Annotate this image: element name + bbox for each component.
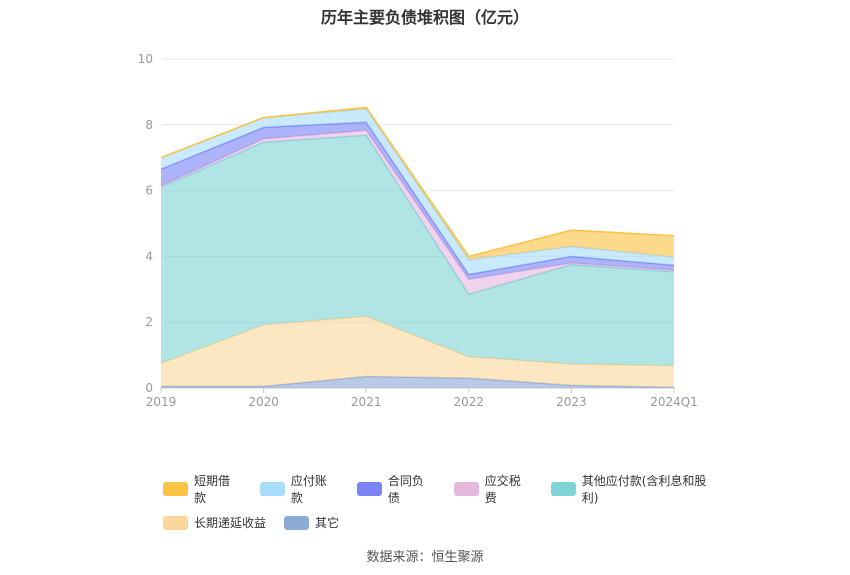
legend-swatch bbox=[284, 515, 310, 530]
legend-item[interactable]: 短期借款 bbox=[163, 472, 242, 506]
legend-swatch bbox=[259, 482, 285, 496]
legend-swatch bbox=[163, 482, 188, 496]
legend-label: 合同负债 bbox=[387, 474, 424, 505]
area-series-3 bbox=[161, 130, 674, 295]
legend-item[interactable]: 长期递延收益 bbox=[163, 514, 266, 531]
y-tick-label: 0 bbox=[145, 381, 153, 395]
legend-label: 长期递延收益 bbox=[194, 516, 267, 530]
area-series-2 bbox=[161, 135, 674, 366]
legend-row: 短期借款 应付账款 合同负债 应交税费 其他应付款(含利息和股利) bbox=[163, 472, 723, 506]
y-tick-label: 8 bbox=[145, 118, 153, 132]
legend-item[interactable]: 其它 bbox=[284, 514, 339, 531]
legend-swatch bbox=[550, 482, 576, 496]
y-tick-label: 10 bbox=[138, 52, 153, 66]
x-tick-label: 2021 bbox=[351, 395, 382, 409]
data-source: 数据来源：恒生聚源 bbox=[366, 550, 484, 565]
chart-title: 历年主要负债堆积图（亿元） bbox=[320, 8, 529, 27]
y-tick-label: 4 bbox=[145, 249, 153, 263]
x-tick-label: 2022 bbox=[454, 395, 485, 409]
legend-item[interactable]: 合同负债 bbox=[356, 472, 436, 506]
legend-item[interactable]: 其他应付款(含利息和股利) bbox=[550, 472, 723, 506]
legend-item[interactable]: 应交税费 bbox=[453, 472, 533, 506]
legend-swatch bbox=[163, 515, 188, 530]
legend-item[interactable]: 应付账款 bbox=[259, 472, 339, 506]
series-line-6 bbox=[160, 106, 675, 258]
legend-label: 其他应付款(含利息和股利) bbox=[581, 474, 707, 505]
y-tick-label: 6 bbox=[145, 184, 153, 198]
x-tick-label: 2019 bbox=[146, 395, 177, 409]
legend: 短期借款 应付账款 合同负债 应交税费 其他应付款(含利息和股利) 长期递延收益 其它 bbox=[163, 472, 723, 539]
legend-label: 应交税费 bbox=[484, 474, 521, 505]
area-series-6 bbox=[161, 107, 674, 260]
x-tick-label: 2024Q1 bbox=[650, 395, 698, 409]
legend-swatch bbox=[453, 482, 479, 496]
area-series-5 bbox=[161, 109, 674, 275]
legend-label: 应付账款 bbox=[290, 474, 327, 505]
legend-swatch bbox=[356, 482, 382, 496]
legend-label: 短期借款 bbox=[193, 474, 230, 505]
area-series-0 bbox=[161, 376, 674, 388]
area-series-1 bbox=[161, 316, 674, 388]
stacked-area-chart: 0 2 4 6 8 10 2019 2020 2021 2022 2023 2024Q1 bbox=[138, 52, 698, 409]
x-tick-label: 2020 bbox=[248, 395, 279, 409]
x-tick-label: 2023 bbox=[556, 395, 587, 409]
legend-label: 其它 bbox=[315, 516, 340, 530]
y-tick-label: 2 bbox=[145, 315, 153, 329]
legend-row: 长期递延收益 其它 bbox=[163, 514, 723, 531]
area-series-4 bbox=[161, 122, 674, 280]
